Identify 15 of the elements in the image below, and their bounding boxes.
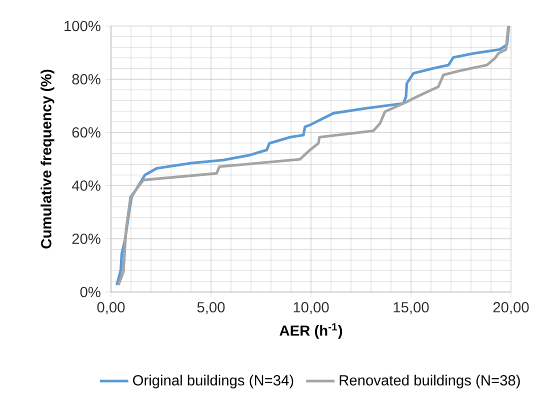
y-axis-title: Cumulative frequency (%) <box>40 70 54 248</box>
y-tick-label: 40% <box>72 180 100 191</box>
x-tick-label: 5,00 <box>197 302 225 314</box>
legend-label: Renovated buildings (N=38) <box>340 374 520 388</box>
y-tick-label: 100% <box>64 20 100 32</box>
legend-label: Original buildings (N=34) <box>133 374 294 388</box>
x-tick-label: 10,00 <box>294 302 329 314</box>
x-axis-title: AER (h$^{-1}$) <box>280 323 342 339</box>
y-tick-label: 80% <box>72 74 100 84</box>
x-tick-label: 15,00 <box>394 302 429 314</box>
x-tick-label: 0,00 <box>97 302 125 314</box>
y-tick-label: 60% <box>72 127 100 138</box>
y-tick-label: 20% <box>72 234 100 244</box>
y-tick-label: 0% <box>80 286 100 298</box>
x-tick-label: 20,00 <box>493 302 529 314</box>
